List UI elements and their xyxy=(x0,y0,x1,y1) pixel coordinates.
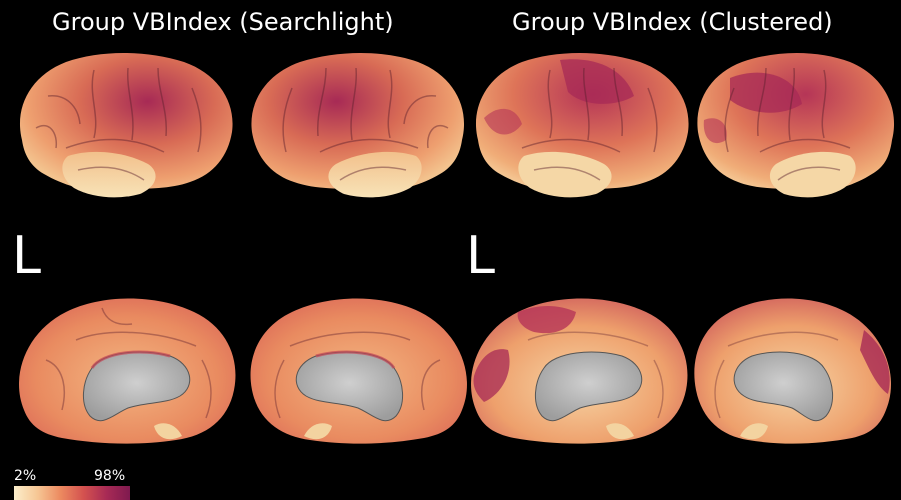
colorbar-gradient xyxy=(14,486,130,500)
colorbar-min-label: 2% xyxy=(14,468,37,484)
brain-medial-right-searchlight xyxy=(250,298,467,444)
brain-lateral-right-clustered xyxy=(697,53,895,198)
hemisphere-label-right: L xyxy=(466,226,495,286)
brain-medial-right-clustered xyxy=(694,298,892,444)
title-searchlight: Group VBIndex (Searchlight) xyxy=(52,8,394,36)
colorbar-max-label: 98% xyxy=(94,468,126,484)
brain-lateral-left-searchlight xyxy=(19,53,233,198)
brain-lateral-left-clustered xyxy=(475,53,689,198)
brain-lateral-right-searchlight xyxy=(251,53,465,198)
brain-medial-left-searchlight xyxy=(19,298,236,444)
title-clustered: Group VBIndex (Clustered) xyxy=(512,8,833,36)
hemisphere-label-left: L xyxy=(12,226,41,286)
brain-medial-left-clustered xyxy=(471,298,688,444)
colorbar xyxy=(14,486,130,500)
